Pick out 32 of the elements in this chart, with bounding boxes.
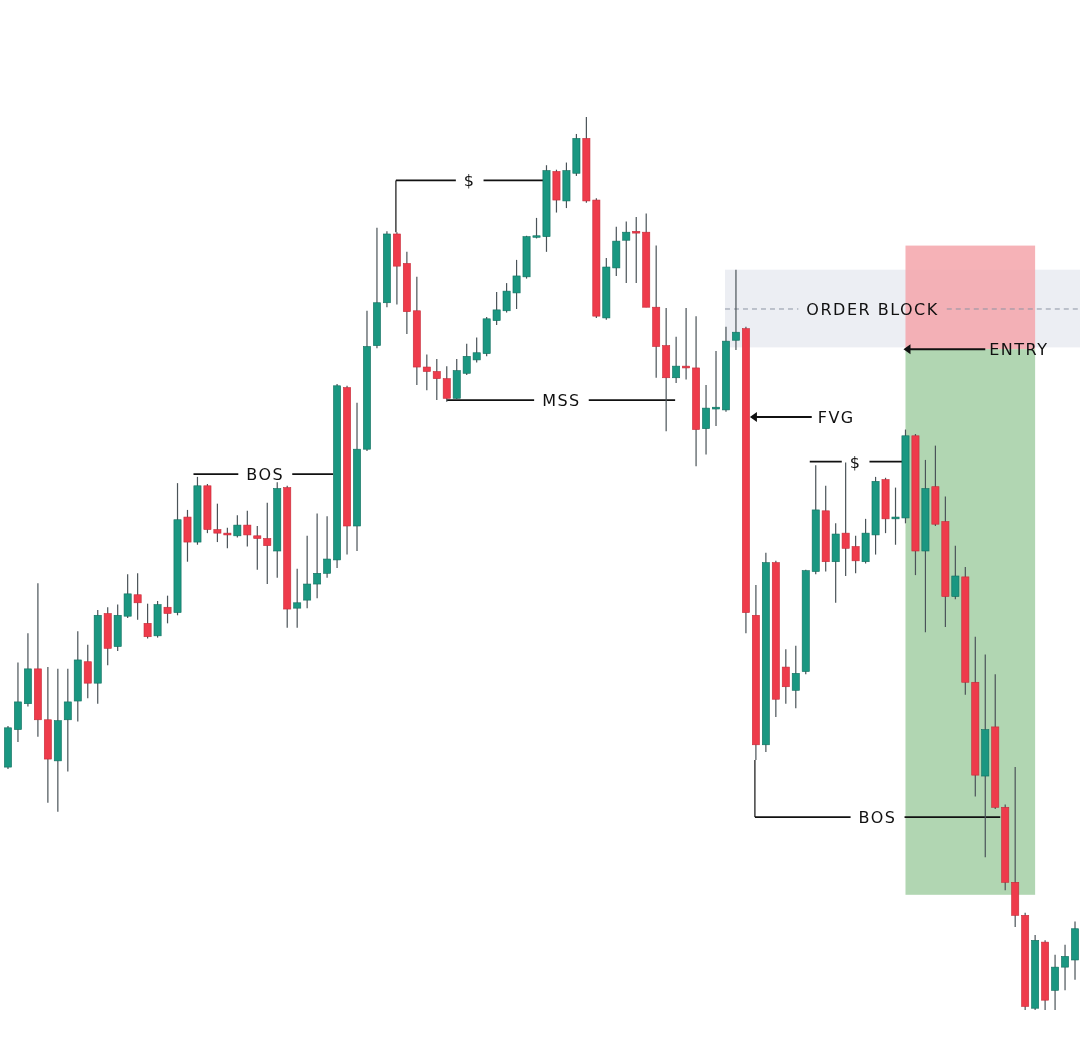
candlestick <box>732 269 740 351</box>
candlestick <box>303 535 312 609</box>
candlestick <box>1051 954 1059 1011</box>
ref-line-label: ORDER BLOCK <box>806 299 939 319</box>
candlestick <box>233 514 242 539</box>
annotation: ENTRY <box>989 340 1049 360</box>
candlestick <box>791 645 800 709</box>
candlestick <box>422 353 431 391</box>
candlestick <box>632 216 641 284</box>
ref-line-label: $ <box>849 452 862 472</box>
candlestick <box>951 545 960 600</box>
candlestick <box>682 307 690 381</box>
ref-line-label: BOS <box>858 808 897 828</box>
candlestick <box>1061 944 1069 991</box>
candlestick <box>432 358 441 401</box>
candlestick <box>293 568 302 629</box>
ref-line-label: $ <box>463 171 476 191</box>
candlestick <box>702 384 710 456</box>
candlestick <box>163 595 172 624</box>
candlestick <box>83 644 92 699</box>
candlestick <box>63 668 72 773</box>
candlestick <box>133 572 142 621</box>
candlestick <box>143 603 152 640</box>
candlestick <box>781 648 790 705</box>
candlestick <box>313 512 322 599</box>
candlestick <box>672 336 681 384</box>
annotation: FVG <box>817 408 855 427</box>
candlestick <box>323 515 331 579</box>
ref-line-label: MSS <box>542 391 581 411</box>
ref-line-label: BOS <box>246 465 285 485</box>
candlestick <box>442 365 451 403</box>
candlestick <box>712 350 720 427</box>
